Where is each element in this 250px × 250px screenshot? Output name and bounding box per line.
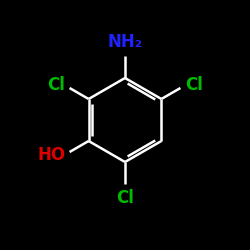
Text: NH₂: NH₂ bbox=[108, 33, 142, 51]
Text: HO: HO bbox=[37, 146, 65, 164]
Text: Cl: Cl bbox=[47, 76, 65, 94]
Text: Cl: Cl bbox=[185, 76, 203, 94]
Text: Cl: Cl bbox=[116, 189, 134, 207]
